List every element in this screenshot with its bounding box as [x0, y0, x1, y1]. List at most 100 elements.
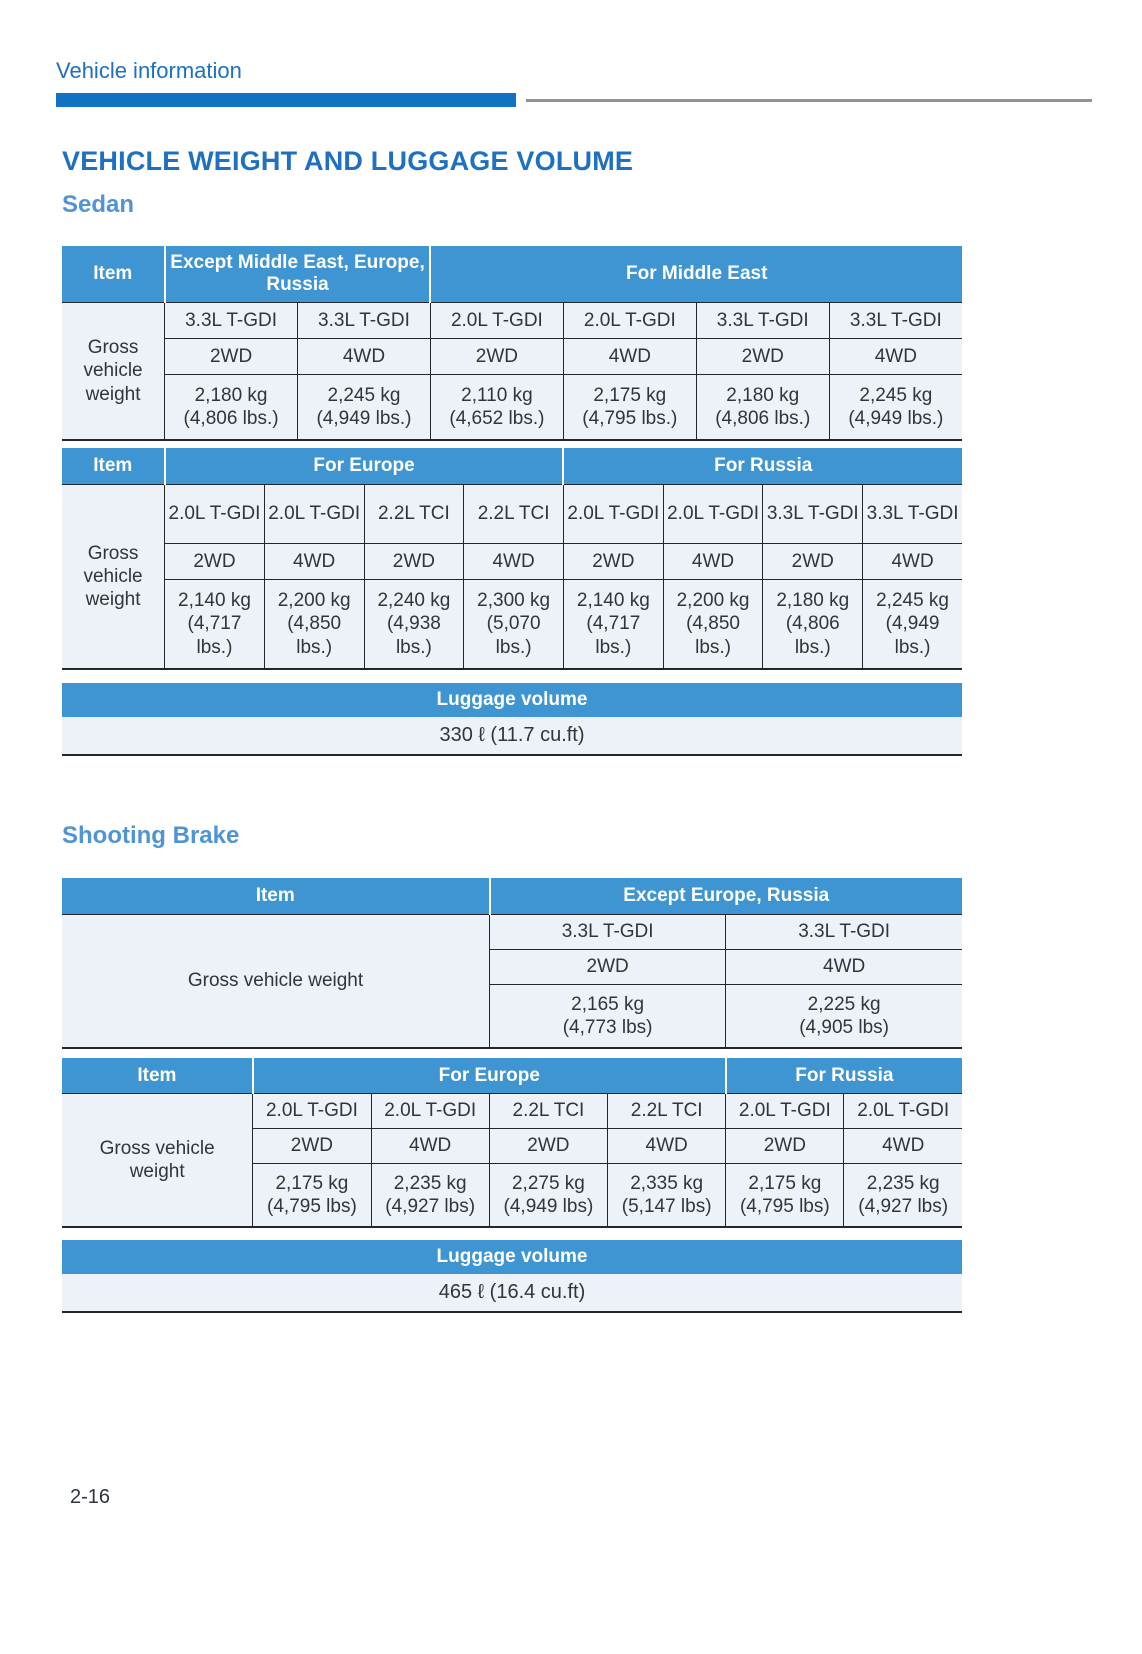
- weight-lbs: (4,905 lbs): [799, 1017, 890, 1038]
- luggage-volume-header: Luggage volume: [62, 683, 962, 717]
- weight-kg: 2,140 kg: [576, 590, 650, 612]
- weight-kg: 2,200 kg: [676, 590, 750, 612]
- weight-kg: 2,180 kg: [726, 384, 800, 406]
- drivetrain-cell: 4WD: [370, 1128, 490, 1164]
- drivetrain-cell: 4WD: [828, 338, 962, 375]
- drivetrain-cell: 2WD: [725, 1128, 845, 1164]
- drivetrain-cell: 4WD: [263, 543, 365, 580]
- engine-cell: 2.0L T-GDI: [562, 484, 664, 544]
- drivetrain-cell: 4WD: [562, 338, 697, 375]
- weight-lbs: (4,795 lbs): [739, 1196, 830, 1217]
- drivetrain-cell: 4WD: [463, 543, 564, 580]
- item-label: Gross vehicle weight: [62, 914, 490, 1049]
- weight-kg: 2,235 kg: [393, 1172, 467, 1194]
- drivetrain-cell: 2WD: [488, 1128, 609, 1164]
- weight-cell: 2,335 kg (5,147 lbs): [607, 1163, 727, 1228]
- weight-lbs: (4,949 lbs.): [885, 613, 940, 658]
- weight-lbs: (4,850 lbs.): [287, 613, 342, 658]
- item-label: Gross vehicle weight: [62, 1093, 254, 1228]
- weight-cell: 2,110 kg (4,652 lbs.): [429, 374, 564, 441]
- weight-lbs: (4,949 lbs): [503, 1196, 594, 1217]
- drivetrain-cell: 2WD: [488, 949, 727, 985]
- weight-lbs: (4,806 lbs.): [785, 613, 840, 658]
- luggage-volume-value: 465 ℓ (16.4 cu.ft): [62, 1274, 962, 1313]
- weight-kg: 2,175 kg: [593, 384, 667, 406]
- weight-kg: 2,110 kg: [461, 384, 533, 406]
- engine-cell: 2.0L T-GDI: [252, 1093, 372, 1129]
- weight-lbs: (4,949 lbs.): [316, 408, 412, 429]
- weight-kg: 2,225 kg: [807, 993, 881, 1015]
- drivetrain-cell: 2WD: [252, 1128, 372, 1164]
- weight-kg: 2,240 kg: [377, 590, 451, 612]
- item-label: Gross vehicle weight: [62, 484, 166, 670]
- sedan-gvw-table-europe-russia: Item For Europe For Russia Gross vehicle…: [62, 448, 962, 670]
- weight-cell: 2,200 kg (4,850 lbs.): [662, 579, 764, 670]
- weight-lbs: (4,717 lbs.): [586, 613, 641, 658]
- shooting-brake-gvw-table-europe-russia: Item For Europe For Russia Gross vehicle…: [62, 1058, 962, 1228]
- drivetrain-cell: 4WD: [725, 949, 962, 985]
- weight-cell: 2,140 kg (4,717 lbs.): [164, 579, 265, 670]
- drivetrain-cell: 2WD: [164, 338, 299, 375]
- weight-cell: 2,300 kg (5,070 lbs.): [463, 579, 564, 670]
- engine-cell: 2.0L T-GDI: [263, 484, 365, 544]
- column-header-item: Item: [62, 878, 490, 915]
- weight-lbs: (4,927 lbs): [385, 1196, 476, 1217]
- weight-kg: 2,200 kg: [277, 590, 351, 612]
- weight-cell: 2,200 kg (4,850 lbs.): [263, 579, 365, 670]
- shooting-brake-luggage-volume-table: Luggage volume 465 ℓ (16.4 cu.ft): [62, 1240, 962, 1313]
- weight-lbs: (4,949 lbs.): [848, 408, 944, 429]
- weight-cell: 2,235 kg (4,927 lbs): [370, 1163, 490, 1228]
- header-accent-bar: [56, 93, 516, 107]
- engine-cell: 2.0L T-GDI: [164, 484, 265, 544]
- engine-cell: 2.0L T-GDI: [429, 302, 564, 339]
- weight-lbs: (4,652 lbs.): [449, 408, 545, 429]
- group-header: For Europe: [251, 1058, 726, 1094]
- drivetrain-cell: 2WD: [164, 543, 265, 580]
- engine-cell: 3.3L T-GDI: [862, 484, 962, 544]
- weight-cell: 2,140 kg (4,717 lbs.): [562, 579, 664, 670]
- sedan-gvw-table-middle-east: Item Except Middle East, Europe, Russia …: [62, 246, 962, 441]
- weight-cell: 2,245 kg (4,949 lbs.): [828, 374, 962, 441]
- weight-cell: 2,245 kg (4,949 lbs.): [297, 374, 431, 441]
- drivetrain-cell: 4WD: [843, 1128, 962, 1164]
- group-header: For Russia: [562, 448, 962, 485]
- sedan-luggage-volume-table: Luggage volume 330 ℓ (11.7 cu.ft): [62, 683, 962, 756]
- engine-cell: 2.2L TCI: [607, 1093, 727, 1129]
- weight-cell: 2,180 kg (4,806 lbs.): [695, 374, 830, 441]
- group-header: For Russia: [724, 1058, 962, 1094]
- weight-lbs: (4,806 lbs.): [715, 408, 811, 429]
- group-header: Except Middle East, Europe, Russia: [163, 246, 431, 303]
- weight-kg: 2,335 kg: [630, 1172, 704, 1194]
- weight-cell: 2,240 kg (4,938 lbs.): [363, 579, 465, 670]
- drivetrain-cell: 4WD: [607, 1128, 727, 1164]
- weight-cell: 2,180 kg (4,806 lbs.): [164, 374, 299, 441]
- engine-cell: 3.3L T-GDI: [828, 302, 962, 339]
- weight-kg: 2,235 kg: [866, 1172, 940, 1194]
- group-header: For Europe: [163, 448, 564, 485]
- weight-cell: 2,175 kg (4,795 lbs): [252, 1163, 372, 1228]
- weight-kg: 2,180 kg: [776, 590, 850, 612]
- section-heading-shooting-brake: Shooting Brake: [62, 822, 240, 849]
- weight-kg: 2,245 kg: [859, 384, 933, 406]
- weight-kg: 2,245 kg: [327, 384, 401, 406]
- group-header: Except Europe, Russia: [488, 878, 962, 915]
- column-header-item: Item: [62, 246, 165, 303]
- weight-lbs: (4,773 lbs): [562, 1017, 653, 1038]
- page-title: VEHICLE WEIGHT AND LUGGAGE VOLUME: [62, 146, 634, 176]
- luggage-volume-header: Luggage volume: [62, 1240, 962, 1274]
- engine-cell: 3.3L T-GDI: [695, 302, 830, 339]
- column-header-item: Item: [62, 448, 165, 485]
- weight-lbs: (4,795 lbs.): [582, 408, 678, 429]
- engine-cell: 2.2L TCI: [488, 1093, 609, 1129]
- group-header: For Middle East: [429, 246, 962, 303]
- drivetrain-cell: 2WD: [695, 338, 830, 375]
- weight-lbs: (4,806 lbs.): [183, 408, 279, 429]
- weight-kg: 2,175 kg: [275, 1172, 349, 1194]
- drivetrain-cell: 2WD: [562, 543, 664, 580]
- breadcrumb: Vehicle information: [56, 58, 242, 83]
- weight-lbs: (4,850 lbs.): [686, 613, 740, 658]
- column-header-item: Item: [62, 1058, 253, 1094]
- drivetrain-cell: 2WD: [363, 543, 465, 580]
- engine-cell: 2.2L TCI: [363, 484, 465, 544]
